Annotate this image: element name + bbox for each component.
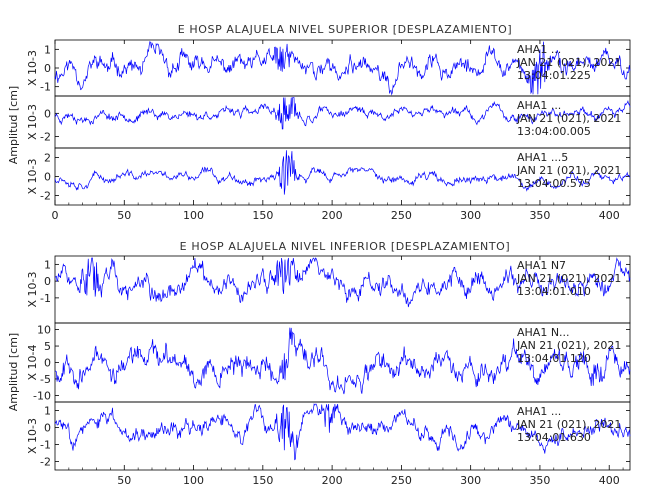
y-tick-label: 10 bbox=[37, 324, 51, 337]
x-tick-label: 400 bbox=[599, 474, 620, 487]
chart-title-inferior: E HOSP ALAJUELA NIVEL INFERIOR [DESPLAZA… bbox=[180, 240, 511, 253]
y-tick-label: -1 bbox=[40, 81, 51, 94]
y-tick-label: -1 bbox=[40, 292, 51, 305]
trace-annotation: 13:04:00.575 bbox=[517, 177, 591, 190]
trace-annotation: JAN 21 (021), 2021 bbox=[516, 339, 621, 352]
y-tick-label: -5 bbox=[40, 373, 51, 386]
y-tick-label: -2 bbox=[40, 456, 51, 469]
x-tick-label: 200 bbox=[322, 474, 343, 487]
trace-annotation: AHA1 N7 bbox=[517, 259, 566, 272]
trace-annotation: AHA1 ... bbox=[517, 405, 561, 418]
y-tick-label: -2 bbox=[40, 190, 51, 203]
y-tick-label: -10 bbox=[33, 389, 51, 402]
y-tick-label: 0 bbox=[44, 357, 51, 370]
x-tick-label: 250 bbox=[391, 209, 412, 222]
scale-label: X 10-3 bbox=[26, 50, 39, 86]
ylabel-superior: Amplitud [cm] bbox=[7, 86, 20, 164]
y-tick-label: 0 bbox=[44, 275, 51, 288]
x-tick-label: 50 bbox=[117, 209, 131, 222]
waveform-trace bbox=[54, 150, 631, 195]
x-tick-label: 400 bbox=[599, 209, 620, 222]
y-tick-label: 1 bbox=[44, 258, 51, 271]
x-tick-label: 50 bbox=[117, 474, 131, 487]
trace-annotation: 13:04:01.225 bbox=[517, 69, 591, 82]
x-tick-label: 350 bbox=[529, 474, 550, 487]
x-tick-label: 300 bbox=[460, 209, 481, 222]
x-tick-label: 150 bbox=[252, 209, 273, 222]
trace-annotation: JAN 21 (021), 2021 bbox=[516, 418, 621, 431]
trace-annotation: AHA1 N... bbox=[517, 326, 570, 339]
scale-label: X 10-3 bbox=[26, 272, 39, 308]
trace-annotation: 13:04:01.010 bbox=[517, 285, 591, 298]
scale-label: X 10-3 bbox=[26, 104, 39, 140]
trace-annotation: AHA1 ... bbox=[517, 43, 561, 56]
scale-label: X 10-4 bbox=[26, 345, 39, 381]
y-tick-label: 1 bbox=[44, 405, 51, 418]
chart-title-superior: E HOSP ALAJUELA NIVEL SUPERIOR [DESPLAZA… bbox=[178, 23, 513, 36]
ylabel-inferior: Amplitud [cm] bbox=[7, 333, 20, 411]
trace-annotation: JAN 21 (021), 2021 bbox=[516, 164, 621, 177]
y-tick-label: -1 bbox=[40, 439, 51, 452]
waveform-trace bbox=[54, 97, 631, 130]
trace-annotation: JAN 21 (021), 2021 bbox=[516, 56, 621, 69]
trace-annotation: AHA1 ... bbox=[517, 99, 561, 112]
waveform-trace bbox=[54, 403, 631, 461]
x-tick-label: 0 bbox=[52, 209, 59, 222]
x-tick-label: 200 bbox=[322, 209, 343, 222]
waveform-trace bbox=[54, 257, 631, 308]
scale-label: X 10-3 bbox=[26, 159, 39, 195]
y-tick-label: 1 bbox=[44, 43, 51, 56]
trace-annotation: JAN 21 (021), 2021 bbox=[516, 112, 621, 125]
trace-annotation: 13:04:01.120 bbox=[517, 352, 591, 365]
y-tick-label: 5 bbox=[44, 340, 51, 353]
x-tick-label: 250 bbox=[391, 474, 412, 487]
y-tick-label: 0 bbox=[44, 107, 51, 120]
x-tick-label: 100 bbox=[183, 474, 204, 487]
trace-annotation: AHA1 ...5 bbox=[517, 151, 568, 164]
y-tick-label: 0 bbox=[44, 62, 51, 75]
y-tick-label: -2 bbox=[40, 130, 51, 143]
x-tick-label: 300 bbox=[460, 474, 481, 487]
trace-annotation: 13:04:00.005 bbox=[517, 125, 591, 138]
y-tick-label: 0 bbox=[44, 422, 51, 435]
y-tick-label: 0 bbox=[44, 171, 51, 184]
trace-annotation: JAN 21 (021), 2021 bbox=[516, 272, 621, 285]
x-tick-label: 150 bbox=[252, 474, 273, 487]
x-tick-label: 350 bbox=[529, 209, 550, 222]
scale-label: X 10-3 bbox=[26, 418, 39, 454]
waveform-trace bbox=[54, 327, 631, 395]
x-tick-label: 100 bbox=[183, 209, 204, 222]
trace-annotation: 13:04:01.630 bbox=[517, 431, 591, 444]
y-tick-label: 2 bbox=[44, 152, 51, 165]
waveform-trace bbox=[54, 40, 631, 96]
